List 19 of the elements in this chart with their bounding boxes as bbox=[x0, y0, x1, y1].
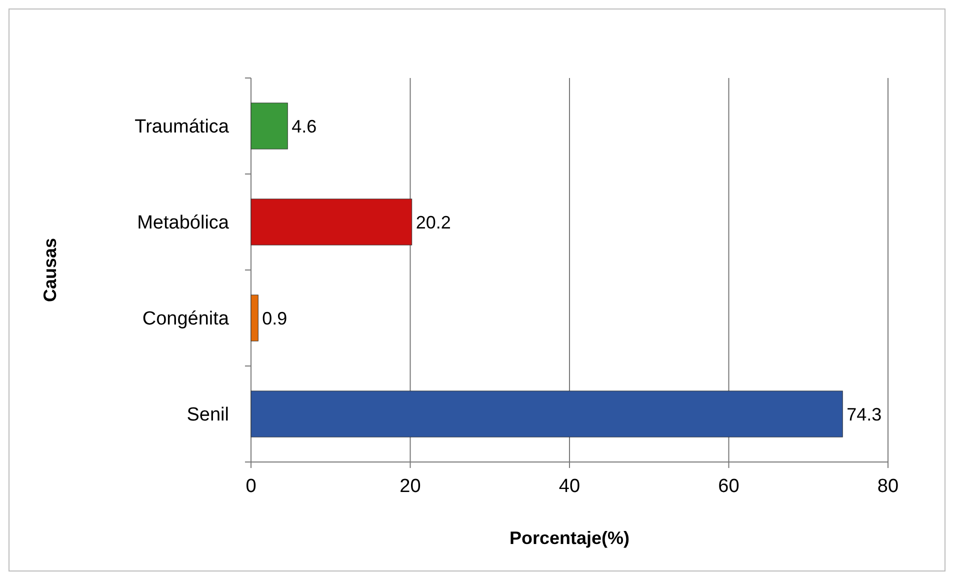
x-tick-label: 20 bbox=[400, 476, 421, 497]
x-axis-title: Porcentaje(%) bbox=[509, 528, 630, 548]
x-tick-label: 60 bbox=[718, 476, 740, 497]
data-label: 4.6 bbox=[292, 116, 317, 136]
data-label: 74.3 bbox=[846, 404, 882, 424]
bar bbox=[250, 198, 412, 246]
y-tick-label: Traumática bbox=[134, 116, 230, 138]
bar bbox=[250, 294, 258, 342]
y-tick-label: Metabólica bbox=[137, 212, 230, 234]
y-tick-label: Congénita bbox=[142, 308, 230, 330]
data-label: 0.9 bbox=[262, 308, 288, 328]
data-label: 20.2 bbox=[416, 212, 451, 232]
x-tick-label: 40 bbox=[558, 476, 580, 497]
y-tick-label: Senil bbox=[186, 404, 229, 426]
x-tick-label: 80 bbox=[877, 476, 899, 497]
y-axis-title: Causas bbox=[40, 238, 60, 302]
bar bbox=[250, 102, 288, 150]
bar bbox=[250, 390, 843, 438]
x-tick-label: 0 bbox=[246, 476, 256, 497]
